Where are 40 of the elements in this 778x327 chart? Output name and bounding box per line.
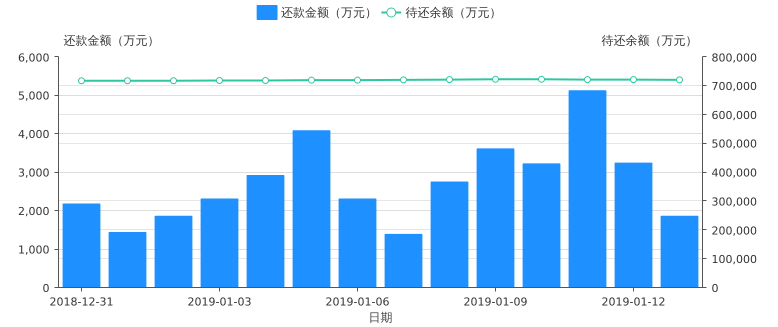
y-tick-label: 4,000 [18, 128, 50, 141]
x-axis-title: 日期 [368, 310, 392, 324]
x-tick-label: 2019-01-06 [326, 296, 390, 308]
y2-tick-label: 0 [712, 282, 718, 295]
y2-tick-label: 500,000 [712, 138, 757, 151]
y2-tick-label: 100,000 [712, 253, 757, 266]
bar [62, 203, 100, 288]
y2-tick-label: 300,000 [712, 195, 757, 208]
bar [522, 163, 560, 288]
bar [154, 216, 192, 288]
y2-tick-label: 200,000 [712, 224, 757, 238]
y2-tick-label: 400,000 [712, 166, 757, 180]
legend-label: 待还余额（万元） [405, 6, 502, 20]
bar [200, 198, 238, 288]
x-tick-label: 2019-01-12 [602, 296, 666, 308]
y-tick-label: 3,000 [18, 166, 50, 180]
bar [384, 234, 422, 288]
bar [292, 130, 330, 288]
y-axis-title: 还款金额（万元） [63, 34, 160, 48]
x-tick-label: 2018-12-31 [50, 296, 114, 308]
y2-tick-label: 800,000 [712, 52, 757, 64]
bar [476, 148, 514, 288]
y2-tick-label: 600,000 [712, 108, 757, 122]
y-tick-label: 5,000 [18, 90, 50, 102]
x-tick-label: 2019-01-09 [464, 296, 528, 308]
bar [108, 232, 146, 288]
y-tick-label: 1,000 [18, 244, 50, 256]
legend-label: 还款金额（万元） [281, 6, 378, 20]
x-tick-label: 2019-01-03 [188, 296, 252, 308]
bar [614, 162, 652, 288]
y-tick-label: 2,000 [18, 205, 50, 218]
y2-axis-title: 待还余额（万元） [602, 34, 698, 48]
y2-tick-label: 700,000 [712, 80, 757, 93]
y-tick-label: 6,000 [18, 52, 50, 64]
bar [430, 182, 468, 288]
y-tick-label: 0 [42, 282, 50, 295]
bar [246, 174, 284, 288]
bar [568, 90, 606, 288]
bar [660, 216, 698, 288]
bar [338, 198, 376, 288]
